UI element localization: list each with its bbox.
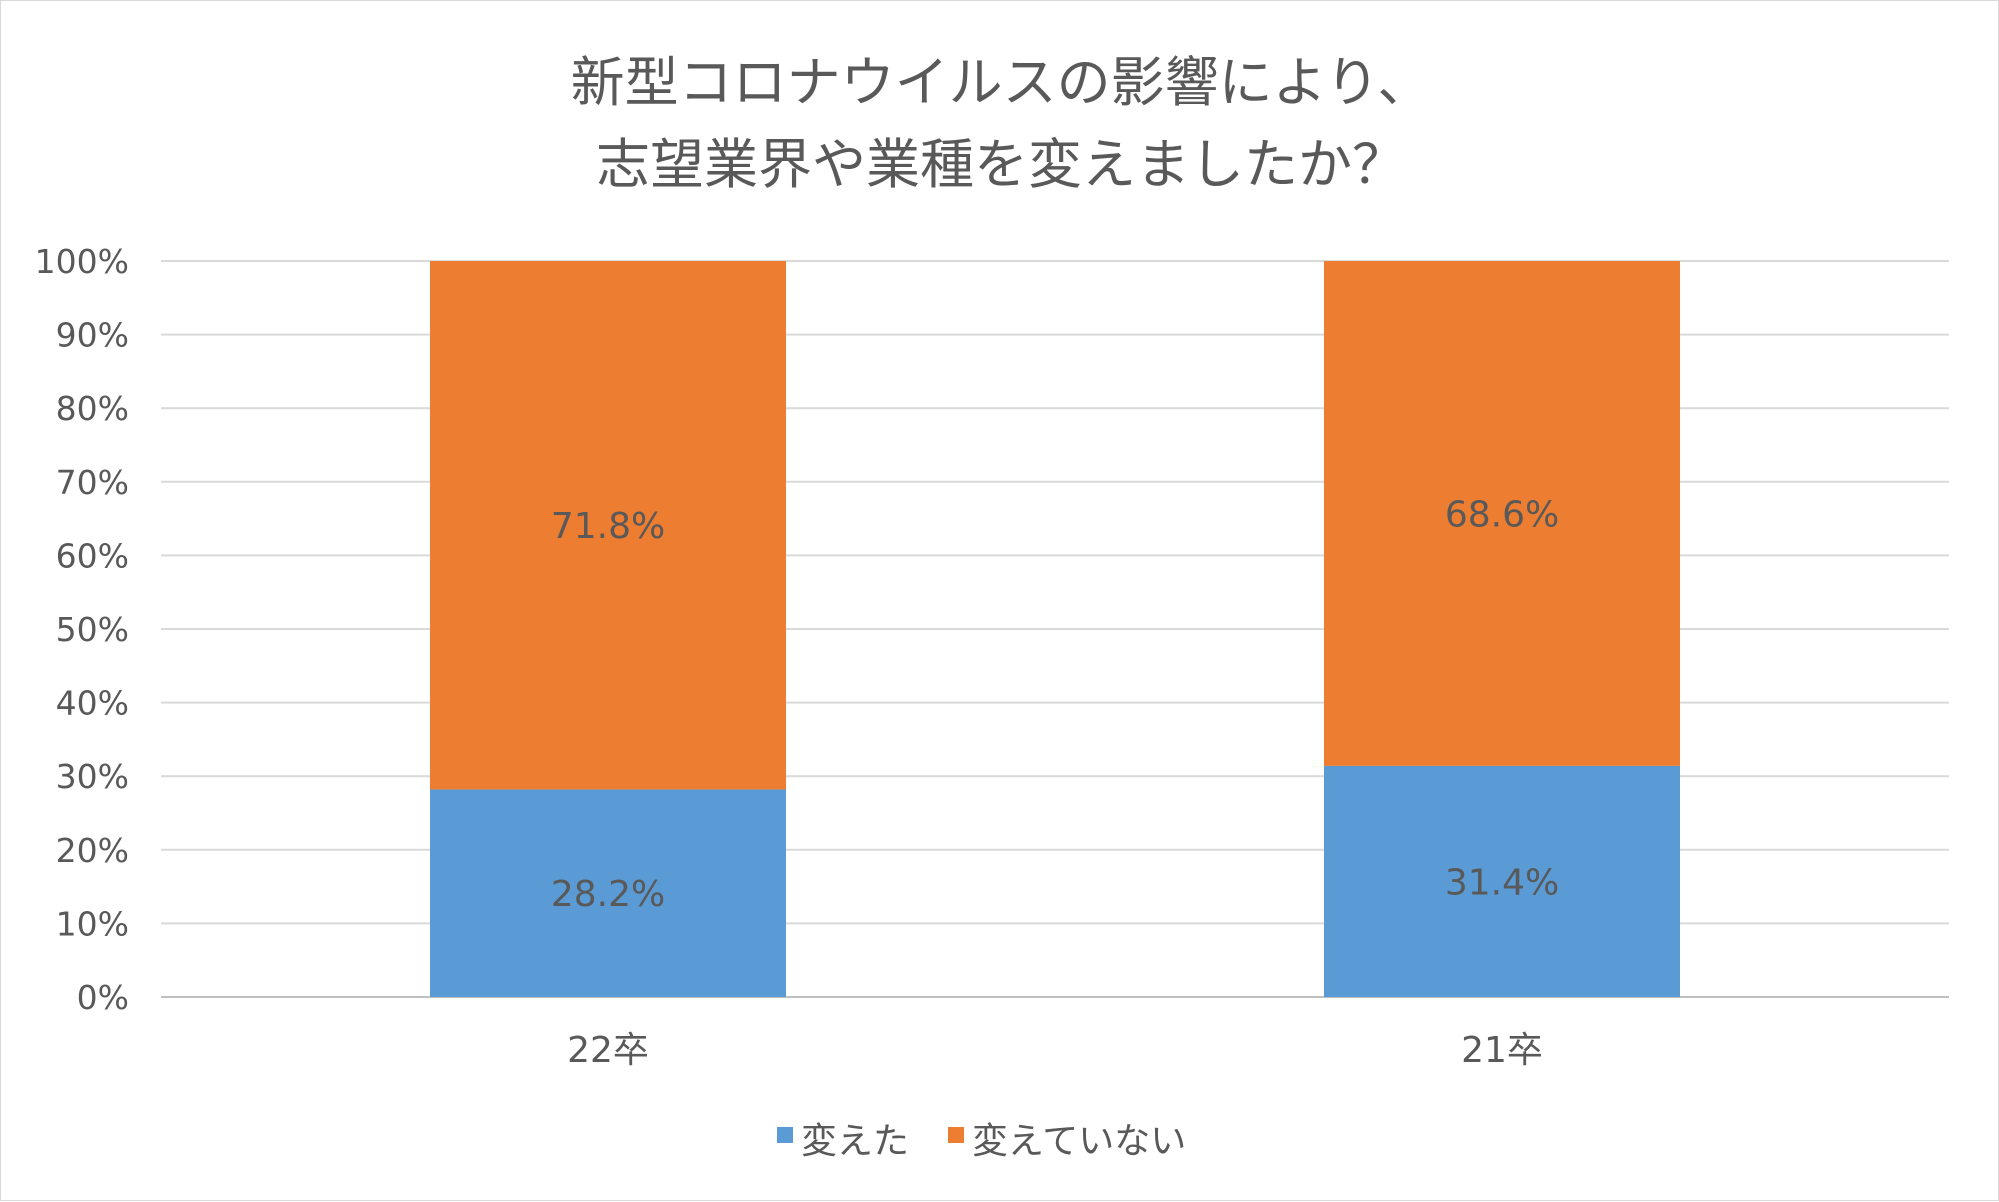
- legend-swatch: [948, 1127, 964, 1143]
- y-tick-label: 20%: [56, 831, 129, 870]
- bar-segment: [430, 261, 786, 790]
- chart-title-line-1: 新型コロナウイルスの影響により、: [571, 51, 1432, 114]
- legend-label: 変えた: [801, 1121, 909, 1162]
- x-category-label: 22卒: [567, 1030, 649, 1071]
- bar-segment: [1324, 261, 1680, 766]
- bars: [430, 261, 1680, 997]
- y-tick-label: 100%: [35, 242, 129, 281]
- y-tick-label: 10%: [56, 904, 129, 943]
- x-axis-categories: 22卒 21卒: [567, 1030, 1543, 1071]
- y-tick-label: 60%: [56, 536, 129, 575]
- bar-segment: [1324, 765, 1680, 997]
- chart-title-line-2: 志望業界や業種を変えましたか？: [596, 133, 1406, 196]
- y-tick-label: 0%: [77, 978, 129, 1017]
- gridlines: [161, 260, 1949, 998]
- y-tick-label: 90%: [56, 316, 129, 355]
- bar-segment: [430, 789, 786, 997]
- y-tick-label: 80%: [56, 389, 129, 428]
- y-axis-ticks: 0% 10% 20% 30% 40% 50% 60% 70% 80% 90% 100%: [35, 242, 129, 1017]
- data-label: 31.4%: [1445, 862, 1559, 903]
- data-label: 68.6%: [1445, 494, 1559, 535]
- legend: 変えた 変えていない: [777, 1121, 1186, 1162]
- y-tick-label: 70%: [56, 463, 129, 502]
- data-label: 71.8%: [551, 506, 665, 547]
- data-labels: 28.2% 71.8% 31.4% 68.6%: [551, 494, 1559, 915]
- legend-label: 変えていない: [972, 1121, 1186, 1162]
- y-tick-label: 40%: [56, 684, 129, 723]
- y-tick-label: 50%: [56, 610, 129, 649]
- x-category-label: 21卒: [1461, 1030, 1543, 1071]
- legend-swatch: [777, 1127, 793, 1143]
- data-label: 28.2%: [551, 874, 665, 915]
- y-tick-label: 30%: [56, 757, 129, 796]
